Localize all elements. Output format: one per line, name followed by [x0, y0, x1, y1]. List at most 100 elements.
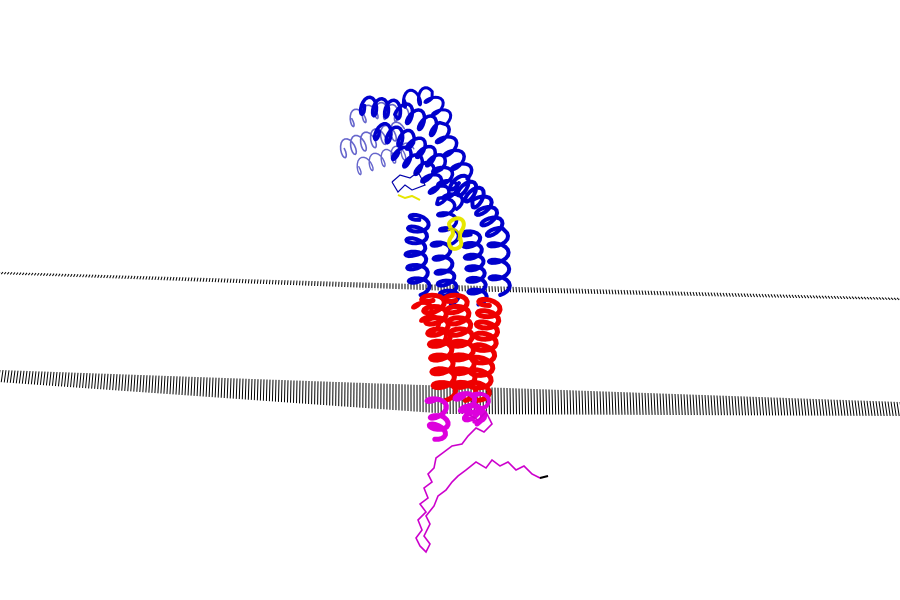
- membrane-tick: [662, 291, 665, 296]
- membrane-tick: [223, 278, 226, 283]
- membrane-tick: [677, 291, 680, 296]
- membrane-tick: [734, 293, 737, 297]
- membrane-tick: [289, 380, 292, 403]
- membrane-tick: [73, 273, 76, 278]
- membrane-tick: [653, 290, 656, 296]
- membrane-tick: [746, 293, 749, 298]
- membrane-tick: [136, 374, 139, 392]
- membrane-tick: [767, 397, 771, 416]
- membrane-tick: [9, 370, 13, 383]
- helix: [401, 86, 453, 125]
- membrane-tick: [21, 272, 25, 276]
- membrane-tick: [764, 293, 768, 298]
- helix: [459, 229, 489, 307]
- membrane-tick: [659, 393, 662, 415]
- membrane-tick: [112, 275, 115, 279]
- membrane-tick: [863, 296, 867, 300]
- membrane-tick: [728, 395, 731, 416]
- membrane-tick: [788, 294, 792, 299]
- membrane-tick: [54, 371, 58, 387]
- membrane-tick: [893, 401, 897, 417]
- membrane-tick: [175, 276, 178, 281]
- membrane-tick: [202, 377, 205, 397]
- membrane-tick: [860, 296, 864, 300]
- membrane-tick: [710, 395, 713, 416]
- membrane-tick: [638, 392, 641, 415]
- membrane-tick: [247, 378, 250, 400]
- membrane-tick: [286, 280, 289, 285]
- membrane-tick: [608, 289, 611, 295]
- membrane-tick: [247, 279, 250, 284]
- membrane-tick: [6, 271, 10, 275]
- membrane-tick: [241, 378, 244, 400]
- membrane-tick: [545, 389, 548, 415]
- membrane-tick: [782, 397, 786, 416]
- membrane-tick: [662, 393, 665, 415]
- membrane-tick: [172, 376, 175, 395]
- membrane-tick: [91, 274, 94, 278]
- membrane-tick: [773, 294, 777, 298]
- membrane-tick: [33, 371, 37, 385]
- membrane-tick: [30, 371, 34, 385]
- membrane-tick: [851, 400, 855, 416]
- membrane-tick: [704, 395, 707, 416]
- membrane-tick: [193, 277, 196, 282]
- membrane-tick: [542, 389, 545, 415]
- membrane-tick: [536, 389, 539, 415]
- membrane-tick: [557, 389, 560, 415]
- membrane-tick: [590, 390, 593, 415]
- membrane-tick: [118, 275, 121, 279]
- membrane-tick: [593, 391, 596, 415]
- membrane-tick: [767, 293, 771, 298]
- membrane-tick: [524, 287, 527, 293]
- membrane-tick: [818, 295, 822, 299]
- membrane-tick: [713, 292, 716, 297]
- membrane-tick: [647, 393, 650, 415]
- membrane-tick: [647, 290, 650, 296]
- membrane-tick: [217, 278, 220, 283]
- membrane-tick: [103, 373, 106, 390]
- membrane-tick: [566, 390, 569, 415]
- membrane-tick: [701, 292, 704, 297]
- membrane-tick: [695, 291, 698, 297]
- membrane-tick: [57, 372, 61, 387]
- membrane-tick: [629, 392, 632, 415]
- membrane-tick: [52, 273, 55, 277]
- membrane-tick: [190, 376, 193, 396]
- membrane-tick: [668, 393, 671, 416]
- membrane-tick: [704, 292, 707, 297]
- membrane-tick: [641, 392, 644, 415]
- membrane-tick: [842, 399, 846, 416]
- membrane-tick: [103, 274, 106, 279]
- membrane-tick: [800, 294, 804, 299]
- membrane-tick: [761, 293, 765, 298]
- membrane-tick: [229, 278, 232, 283]
- membrane-tick: [611, 289, 614, 295]
- membrane-tick: [878, 297, 882, 300]
- membrane-tick: [746, 396, 750, 416]
- membrane-tick: [39, 371, 43, 386]
- membrane-tick: [196, 277, 199, 282]
- helix: [465, 296, 503, 403]
- membrane-tick: [890, 297, 894, 301]
- membrane-tick: [235, 378, 238, 399]
- membrane-tick: [572, 390, 575, 415]
- membrane-tick: [575, 390, 578, 415]
- membrane-tick: [548, 287, 551, 294]
- membrane-tick: [106, 373, 109, 390]
- membrane-tick: [887, 401, 891, 417]
- membrane-tick: [764, 397, 768, 416]
- membrane-tick: [121, 374, 124, 391]
- membrane-tick: [659, 290, 662, 296]
- membrane-tick: [238, 378, 241, 400]
- membrane-tick: [608, 391, 611, 415]
- membrane-tick: [142, 275, 145, 280]
- membrane-tick: [851, 296, 855, 300]
- membrane-tick: [803, 398, 807, 416]
- membrane-tick: [127, 374, 130, 392]
- membrane-tick: [683, 291, 686, 296]
- membrane-tick: [800, 398, 804, 416]
- cytoplasmic-helix-ends: [424, 391, 491, 442]
- membrane-tick: [683, 394, 686, 416]
